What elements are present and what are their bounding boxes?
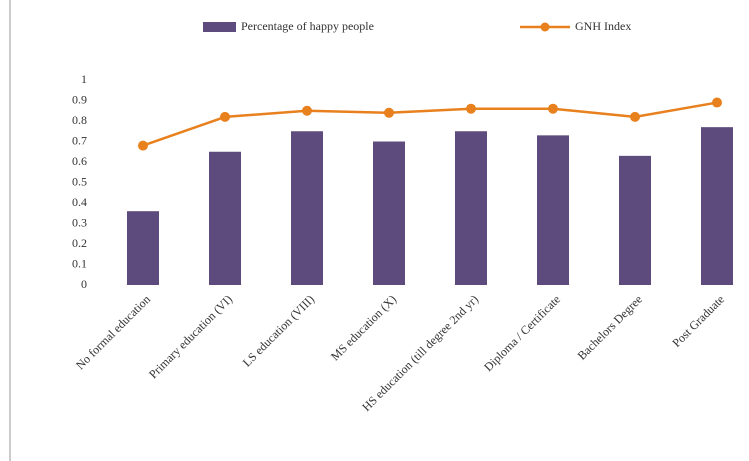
y-tick-label: 0.1 [72, 256, 87, 270]
y-tick-label: 1 [81, 72, 87, 86]
y-tick-label: 0.9 [72, 92, 87, 106]
y-tick-label: 0.7 [72, 133, 87, 147]
legend-label: Percentage of happy people [241, 19, 374, 33]
y-tick-label: 0.8 [72, 113, 87, 127]
legend-swatch [203, 22, 236, 32]
y-tick-label: 0.5 [72, 174, 87, 188]
line-marker [712, 97, 722, 108]
bar [127, 211, 159, 285]
line-marker [384, 107, 394, 118]
line [142, 101, 718, 147]
bar [373, 141, 405, 285]
bar [455, 131, 487, 285]
y-tick-label: 0 [81, 277, 87, 291]
legend-label: GNH Index [575, 19, 631, 33]
line-marker [630, 111, 640, 122]
bar [619, 155, 651, 285]
legend-swatch-marker [540, 22, 550, 32]
bar [209, 151, 241, 285]
line-marker [302, 105, 312, 116]
bar [701, 127, 733, 286]
y-tick-label: 0.3 [72, 215, 87, 229]
bar [537, 135, 569, 285]
line-marker [466, 103, 476, 114]
bar [291, 131, 323, 285]
y-tick-label: 0.4 [72, 195, 87, 209]
line-marker [220, 111, 230, 122]
line-marker [548, 103, 558, 114]
y-tick-label: 0.6 [72, 154, 87, 168]
line-marker [138, 140, 148, 151]
y-tick-label: 0.2 [72, 236, 87, 250]
